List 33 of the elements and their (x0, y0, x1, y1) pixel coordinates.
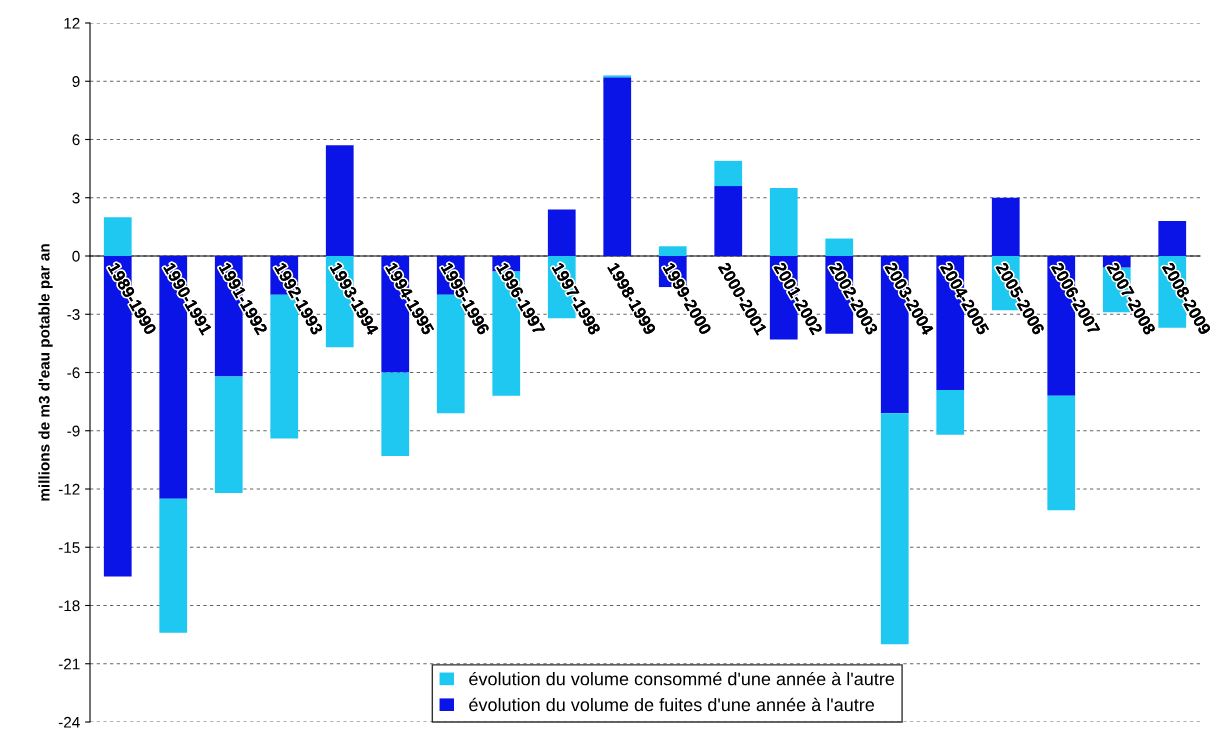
bar (714, 186, 743, 256)
bar (991, 197, 1020, 256)
legend-label: évolution du volume consommé d'une année à l'autre (469, 671, 895, 686)
y-tick-label: -21 (58, 658, 80, 670)
bar (714, 160, 743, 187)
y-tick-label: -6 (67, 367, 80, 379)
bar (214, 376, 243, 493)
bar (936, 389, 965, 435)
y-tick-label: -18 (58, 600, 80, 612)
y-tick-label: -24 (58, 716, 80, 728)
y-tick-label: -9 (67, 425, 80, 437)
bar (547, 209, 576, 256)
bar (381, 372, 410, 456)
bar (658, 246, 687, 256)
y-tick-label: 0 (72, 250, 80, 262)
bar (325, 145, 354, 256)
bar (825, 238, 854, 256)
y-tick-label: -12 (58, 483, 80, 495)
bar (769, 188, 798, 256)
bar (159, 498, 188, 633)
bar (880, 413, 909, 645)
bar (103, 217, 132, 256)
y-tick-label: 6 (72, 134, 80, 146)
legend-label: évolution du volume de fuites d'une année à l'autre (469, 697, 875, 712)
y-tick-label: -3 (67, 309, 80, 320)
y-tick-label: 9 (72, 76, 80, 87)
y-tick-label: 3 (72, 192, 80, 204)
bar (1158, 221, 1187, 256)
y-tick-label: 12 (64, 17, 80, 29)
bar (603, 77, 632, 256)
bar (1047, 395, 1076, 511)
y-axis-title: millions de m3 d'eau potable par an (38, 244, 53, 501)
y-tick-label: -15 (58, 542, 80, 553)
